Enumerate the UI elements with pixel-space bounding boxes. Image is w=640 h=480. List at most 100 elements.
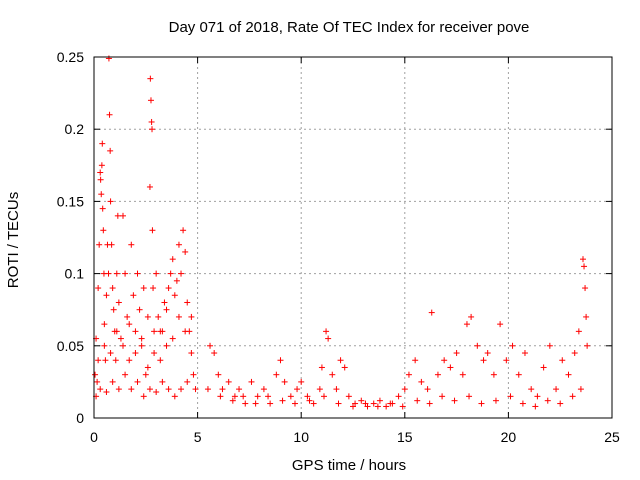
data-point (291, 400, 298, 407)
plot-frame (93, 56, 613, 419)
data-point (265, 393, 272, 400)
data-point (102, 357, 109, 364)
data-point (217, 393, 224, 400)
data-point (109, 285, 116, 292)
data-point (497, 321, 504, 328)
data-point (148, 118, 155, 125)
data-point (540, 364, 547, 371)
data-point (503, 357, 510, 364)
data-point (480, 357, 487, 364)
x-tick-label: 10 (293, 429, 309, 445)
data-point (101, 342, 108, 349)
data-point (149, 126, 156, 133)
data-point (277, 357, 284, 364)
data-point (105, 270, 112, 277)
data-point (122, 270, 129, 277)
data-point (341, 364, 348, 371)
data-points (92, 55, 591, 410)
data-point (507, 393, 514, 400)
data-point (298, 378, 305, 385)
data-point (453, 350, 460, 357)
data-point (287, 393, 294, 400)
data-point (92, 371, 99, 378)
data-point (150, 285, 157, 292)
y-tick-label: 0.25 (57, 49, 84, 65)
data-point (383, 403, 390, 410)
data-point (138, 342, 145, 349)
data-point (140, 393, 147, 400)
data-point (546, 342, 553, 349)
data-point (98, 191, 105, 198)
data-point (225, 378, 232, 385)
data-point (128, 241, 135, 248)
data-point (113, 328, 120, 335)
data-point (130, 292, 137, 299)
data-point (310, 400, 317, 407)
data-point (163, 342, 170, 349)
data-point (463, 321, 470, 328)
data-point (155, 313, 162, 320)
data-point (509, 342, 516, 349)
data-point (329, 371, 336, 378)
data-point (426, 400, 433, 407)
x-tick-label: 15 (397, 429, 413, 445)
data-point (571, 350, 578, 357)
data-point (169, 335, 176, 342)
data-point (304, 393, 311, 400)
data-point (153, 389, 160, 396)
data-point (120, 342, 127, 349)
data-point (490, 371, 497, 378)
data-point (184, 299, 191, 306)
data-point (459, 371, 466, 378)
data-point (171, 393, 178, 400)
data-point (192, 386, 199, 393)
data-point (451, 397, 458, 404)
data-point (132, 350, 139, 357)
data-point (358, 397, 365, 404)
data-point (441, 357, 448, 364)
data-point (103, 389, 110, 396)
data-point (207, 342, 214, 349)
data-point (96, 241, 103, 248)
data-point (204, 386, 211, 393)
data-point (122, 371, 129, 378)
data-point (242, 400, 249, 407)
data-point (97, 386, 104, 393)
data-point (229, 397, 236, 404)
data-point (374, 403, 381, 410)
data-point (140, 285, 147, 292)
data-point (157, 357, 164, 364)
data-point (306, 397, 313, 404)
x-tick-labels: 0 5 10 15 20 25 (90, 429, 620, 445)
y-tick-label: 0.05 (57, 338, 84, 354)
data-point (182, 328, 189, 335)
data-point (124, 313, 131, 320)
y-tick-label: 0.15 (57, 193, 84, 209)
data-point (144, 313, 151, 320)
data-point (231, 393, 238, 400)
data-point (149, 227, 156, 234)
data-point (515, 371, 522, 378)
data-point (107, 147, 114, 154)
y-tick-label: 0.2 (65, 121, 85, 137)
data-point (97, 169, 104, 176)
data-point (157, 328, 164, 335)
data-point (519, 400, 526, 407)
data-point (325, 335, 332, 342)
data-point (260, 386, 267, 393)
data-point (144, 364, 151, 371)
data-point (362, 400, 369, 407)
data-point (171, 292, 178, 299)
data-point (178, 270, 185, 277)
data-point (387, 400, 394, 407)
data-point (582, 285, 589, 292)
data-point (401, 386, 408, 393)
data-point (478, 400, 485, 407)
data-point (95, 357, 102, 364)
data-point (107, 198, 114, 205)
data-point (94, 378, 101, 385)
data-point (112, 357, 119, 364)
data-point (126, 321, 133, 328)
data-point (163, 306, 170, 313)
